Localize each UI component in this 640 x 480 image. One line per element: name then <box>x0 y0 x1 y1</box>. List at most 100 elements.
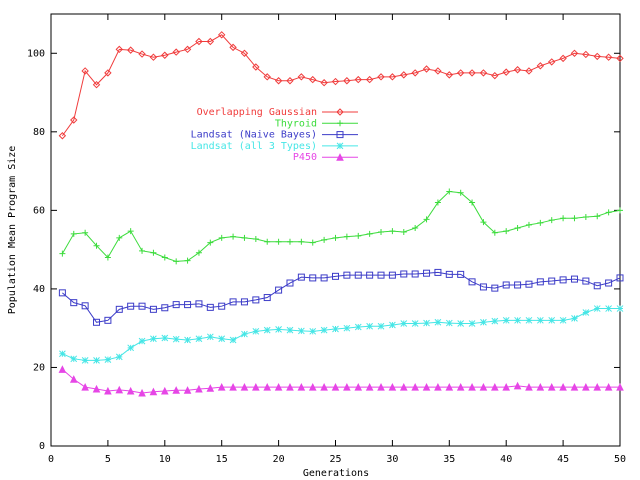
marker <box>309 274 317 282</box>
marker <box>218 302 226 310</box>
marker <box>343 271 351 279</box>
marker <box>70 116 78 124</box>
marker <box>423 216 430 223</box>
marker <box>502 382 511 391</box>
marker <box>491 284 499 292</box>
marker <box>582 50 590 59</box>
marker <box>138 302 146 310</box>
marker <box>423 319 430 327</box>
marker <box>195 384 203 393</box>
marker <box>411 320 419 327</box>
marker <box>605 305 612 312</box>
marker <box>445 319 453 327</box>
marker <box>355 232 362 239</box>
marker <box>263 382 272 391</box>
marker <box>320 382 328 391</box>
marker <box>604 53 613 61</box>
marker <box>298 238 305 245</box>
marker <box>138 337 146 345</box>
marker <box>286 326 294 334</box>
marker <box>468 320 476 327</box>
marker <box>274 382 283 391</box>
marker <box>263 294 271 302</box>
marker <box>275 238 282 245</box>
marker <box>320 274 328 282</box>
marker <box>218 335 226 343</box>
marker <box>422 382 431 391</box>
marker <box>354 75 362 84</box>
marker <box>457 270 465 278</box>
x-tick-label: 10 <box>159 454 171 465</box>
marker <box>503 228 510 235</box>
x-tick-label: 25 <box>329 454 341 465</box>
marker <box>377 382 385 391</box>
marker <box>445 71 454 79</box>
x-tick-label: 30 <box>386 454 398 465</box>
marker <box>582 382 590 391</box>
marker <box>264 238 271 245</box>
marker <box>366 230 373 237</box>
marker <box>69 375 78 383</box>
marker <box>571 315 578 322</box>
marker <box>149 305 157 313</box>
marker <box>548 316 556 324</box>
marker <box>195 335 203 343</box>
marker <box>139 247 146 254</box>
marker <box>336 108 344 116</box>
marker <box>218 234 225 241</box>
y-tick-label: 60 <box>33 205 45 216</box>
marker <box>230 233 237 240</box>
marker <box>547 382 556 391</box>
marker <box>172 301 180 309</box>
marker <box>560 215 567 222</box>
marker <box>456 382 465 391</box>
marker <box>160 386 169 395</box>
marker <box>480 219 487 226</box>
marker <box>82 229 89 236</box>
marker <box>104 69 112 77</box>
marker <box>468 382 476 391</box>
marker <box>195 249 202 256</box>
marker <box>343 324 351 332</box>
marker <box>58 289 66 297</box>
x-tick-label: 45 <box>557 454 569 465</box>
marker <box>411 69 419 77</box>
legend-label: Landsat (Naive Bayes) <box>191 130 317 141</box>
marker <box>116 234 123 241</box>
marker <box>400 270 408 278</box>
marker <box>332 272 339 280</box>
marker <box>309 75 317 84</box>
marker <box>229 336 237 344</box>
series-line <box>62 308 620 361</box>
marker <box>616 54 624 63</box>
marker <box>388 73 397 81</box>
marker <box>206 384 215 392</box>
marker <box>559 382 567 391</box>
marker <box>172 48 180 56</box>
marker <box>479 382 488 391</box>
series-line <box>62 369 620 394</box>
marker <box>605 209 612 216</box>
marker <box>423 269 431 277</box>
marker <box>149 53 158 61</box>
marker <box>138 388 146 397</box>
marker <box>150 249 157 256</box>
marker <box>502 281 510 289</box>
marker <box>195 37 203 46</box>
marker <box>81 302 89 310</box>
marker <box>240 298 248 306</box>
marker <box>263 326 271 334</box>
marker <box>183 45 192 54</box>
y-tick-label: 80 <box>33 127 45 138</box>
marker <box>217 31 226 39</box>
marker <box>240 382 249 391</box>
marker <box>434 199 441 206</box>
marker <box>206 303 214 311</box>
marker <box>582 214 589 221</box>
marker <box>240 49 249 57</box>
y-axis-label: Population Mean Program Size <box>7 146 18 315</box>
marker <box>58 365 67 373</box>
marker <box>537 219 544 226</box>
marker <box>115 45 123 54</box>
